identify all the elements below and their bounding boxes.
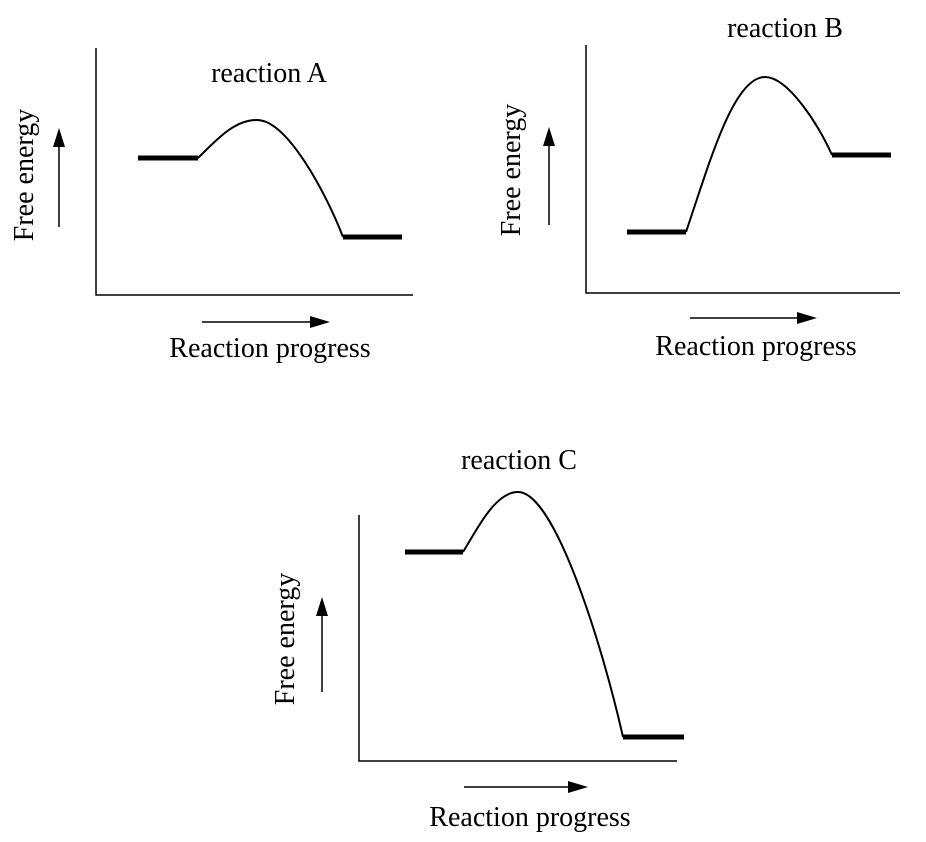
energy-curve-reaction-c xyxy=(462,490,624,738)
y-axis-label-reaction-b: Free energy xyxy=(496,103,527,237)
free-energy-arrow-icon-reaction-b-head xyxy=(543,127,555,146)
x-axis-label-reaction-a: Reaction progress xyxy=(169,333,371,364)
free-energy-arrow-icon-reaction-a-head xyxy=(53,128,65,147)
energy-curve-reaction-b xyxy=(685,75,833,233)
diagram-title-reaction-c: reaction C xyxy=(461,445,577,476)
y-axis-label-reaction-c: Free energy xyxy=(270,572,301,706)
axes-reaction-b xyxy=(585,45,900,294)
x-axis-label-reaction-c: Reaction progress xyxy=(429,802,631,833)
axes-reaction-a xyxy=(95,48,413,296)
x-axis-label-reaction-b: Reaction progress xyxy=(655,331,857,362)
reaction-progress-arrow-icon-reaction-a-head xyxy=(310,316,330,328)
reaction-progress-arrow-icon-reaction-b-head xyxy=(797,312,817,324)
axes-reaction-c xyxy=(358,515,677,762)
energy-curve-reaction-a xyxy=(197,118,344,238)
free-energy-arrow-icon-reaction-c-head xyxy=(316,597,328,616)
reaction-progress-arrow-icon-reaction-c-head xyxy=(568,781,588,793)
diagram-title-reaction-a: reaction A xyxy=(211,58,327,89)
diagram-title-reaction-b: reaction B xyxy=(727,13,843,44)
y-axis-label-reaction-a: Free energy xyxy=(9,108,40,242)
